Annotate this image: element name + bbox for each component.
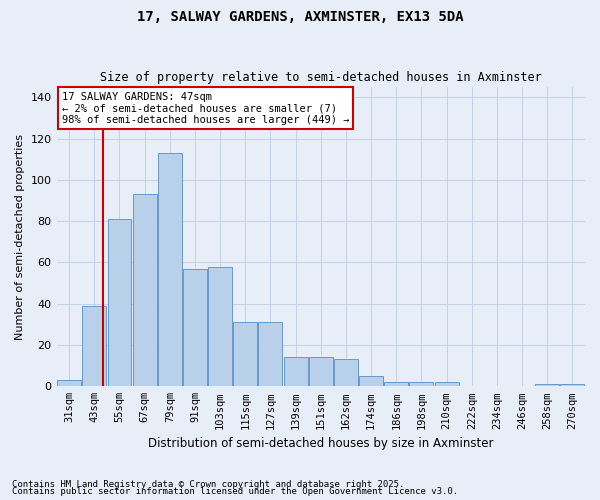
Text: Contains HM Land Registry data © Crown copyright and database right 2025.: Contains HM Land Registry data © Crown c…	[12, 480, 404, 489]
Y-axis label: Number of semi-detached properties: Number of semi-detached properties	[15, 134, 25, 340]
Bar	[334, 360, 358, 386]
Bar	[535, 384, 559, 386]
Bar	[233, 322, 257, 386]
Bar	[259, 322, 283, 386]
Bar	[434, 382, 458, 386]
Bar	[158, 153, 182, 386]
Bar	[107, 219, 131, 386]
Bar	[409, 382, 433, 386]
X-axis label: Distribution of semi-detached houses by size in Axminster: Distribution of semi-detached houses by …	[148, 437, 494, 450]
Bar	[359, 376, 383, 386]
Bar	[133, 194, 157, 386]
Bar	[309, 358, 333, 386]
Bar	[284, 358, 308, 386]
Bar	[560, 384, 584, 386]
Bar	[82, 306, 106, 386]
Bar	[385, 382, 408, 386]
Bar	[183, 268, 207, 386]
Bar	[208, 266, 232, 386]
Title: Size of property relative to semi-detached houses in Axminster: Size of property relative to semi-detach…	[100, 72, 542, 85]
Text: 17 SALWAY GARDENS: 47sqm
← 2% of semi-detached houses are smaller (7)
98% of sem: 17 SALWAY GARDENS: 47sqm ← 2% of semi-de…	[62, 92, 349, 124]
Bar	[57, 380, 81, 386]
Text: 17, SALWAY GARDENS, AXMINSTER, EX13 5DA: 17, SALWAY GARDENS, AXMINSTER, EX13 5DA	[137, 10, 463, 24]
Text: Contains public sector information licensed under the Open Government Licence v3: Contains public sector information licen…	[12, 487, 458, 496]
